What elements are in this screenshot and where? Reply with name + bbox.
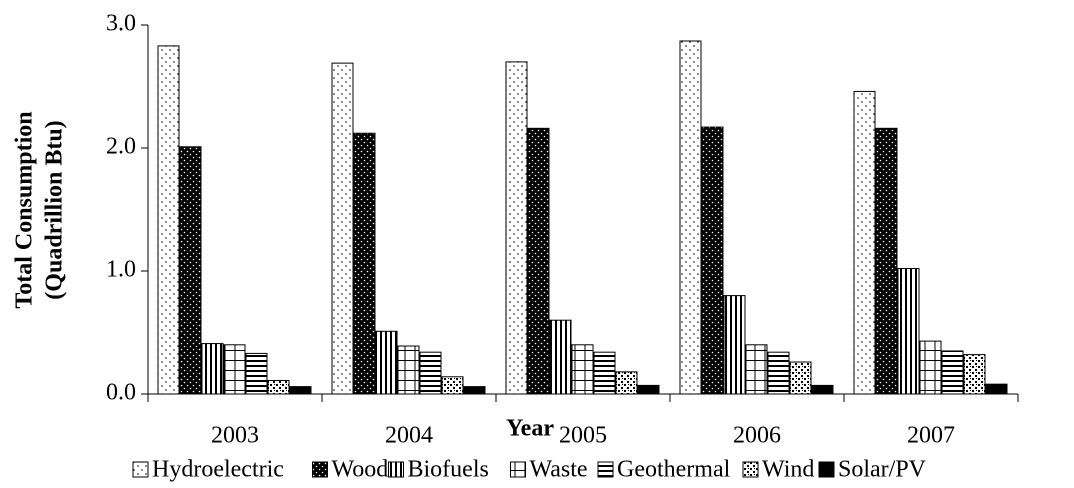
bar bbox=[789, 361, 812, 395]
bar bbox=[571, 344, 594, 395]
legend-swatch bbox=[510, 461, 526, 478]
bar bbox=[267, 379, 290, 395]
bar bbox=[679, 40, 702, 395]
bar bbox=[201, 343, 224, 395]
x-tick-label: 2003 bbox=[211, 423, 259, 449]
y-tick-label: 3.0 bbox=[106, 11, 136, 37]
bar bbox=[549, 319, 572, 395]
y-axis-label: Total Consumption (Quadrillion Btu) bbox=[12, 111, 68, 308]
y-tick-label: 2.0 bbox=[106, 134, 136, 160]
legend-swatch bbox=[742, 461, 759, 478]
legend-swatch bbox=[818, 461, 835, 478]
legend-label: Solar/PV bbox=[838, 457, 927, 483]
bar bbox=[223, 344, 246, 395]
bar bbox=[637, 384, 660, 395]
bar bbox=[463, 386, 486, 395]
bar bbox=[527, 127, 550, 395]
x-tick-label: 2007 bbox=[907, 423, 955, 449]
legend-swatch bbox=[597, 461, 614, 478]
bar bbox=[157, 45, 180, 395]
bar bbox=[441, 376, 464, 395]
y-axis-label-line: Total Consumption bbox=[12, 111, 38, 308]
legend-swatch bbox=[388, 461, 404, 478]
bar bbox=[701, 126, 724, 395]
y-axis-label-line: (Quadrillion Btu) bbox=[42, 120, 68, 299]
bar bbox=[505, 61, 528, 395]
bar bbox=[179, 146, 202, 395]
bar bbox=[375, 330, 398, 395]
bar bbox=[853, 90, 876, 395]
bar bbox=[745, 344, 768, 395]
legend-label: Geothermal bbox=[617, 457, 731, 483]
bar bbox=[941, 350, 964, 395]
bar bbox=[289, 386, 312, 395]
x-axis-label: Year bbox=[506, 416, 554, 442]
bar bbox=[963, 354, 986, 395]
legend-label: Wood bbox=[332, 457, 389, 483]
bar bbox=[419, 351, 442, 395]
bar bbox=[767, 351, 790, 395]
bar bbox=[723, 295, 746, 395]
y-tick-label: 1.0 bbox=[106, 257, 136, 283]
legend-label: Waste bbox=[530, 457, 588, 483]
bar bbox=[245, 352, 268, 395]
legend-swatch bbox=[312, 461, 328, 478]
x-tick-label: 2006 bbox=[733, 423, 781, 449]
bar bbox=[811, 384, 834, 395]
x-tick-label: 2004 bbox=[385, 423, 433, 449]
legend-swatch bbox=[132, 461, 149, 478]
bar bbox=[897, 268, 920, 395]
bar bbox=[593, 351, 616, 395]
bar bbox=[615, 371, 638, 395]
bar bbox=[397, 345, 420, 395]
y-tick-label: 0.0 bbox=[106, 380, 136, 406]
bar bbox=[353, 132, 376, 395]
bar bbox=[985, 383, 1008, 395]
bar bbox=[331, 62, 354, 395]
bar bbox=[875, 127, 898, 395]
legend-label: Wind bbox=[762, 457, 814, 483]
legend-label: Hydroelectric bbox=[152, 457, 284, 483]
x-tick-label: 2005 bbox=[559, 423, 607, 449]
legend-label: Biofuels bbox=[408, 457, 489, 483]
bar bbox=[919, 340, 942, 395]
